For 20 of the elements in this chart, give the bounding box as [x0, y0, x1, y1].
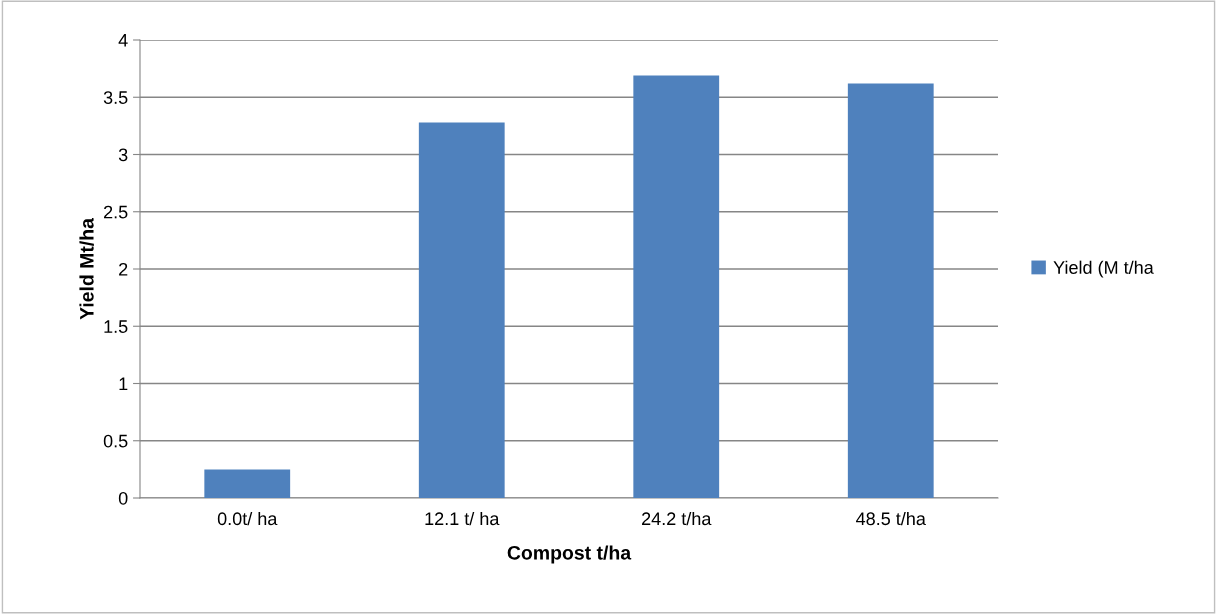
bar	[847, 83, 934, 498]
bar	[418, 122, 505, 498]
x-tick-label: 12.1 t/ ha	[425, 511, 500, 526]
bar	[204, 469, 291, 498]
x-tick-label: 48.5 t/ha	[856, 511, 926, 526]
y-tick-label: 3	[118, 148, 128, 162]
y-tick-label: 3.5	[103, 91, 128, 104]
y-tick-label: 1	[119, 377, 128, 391]
y-tick-label: 4	[118, 34, 128, 47]
y-tick-label: 2.5	[104, 205, 128, 219]
y-tick-label: 2	[119, 262, 128, 276]
y-axis-title: Yield Mt/ha	[79, 217, 94, 320]
y-tick-label: 0.5	[103, 434, 128, 448]
x-tick-label: 0.0t/ ha	[217, 511, 278, 526]
legend-label: Yield (M t/ha	[1053, 260, 1154, 278]
bar	[633, 75, 720, 498]
x-tick-label: 24.2 t/ha	[642, 511, 712, 526]
x-axis-title: Compost t/ha	[507, 545, 632, 564]
y-tick-label: 0	[118, 491, 128, 505]
y-tick-label: 1.5	[104, 320, 128, 333]
